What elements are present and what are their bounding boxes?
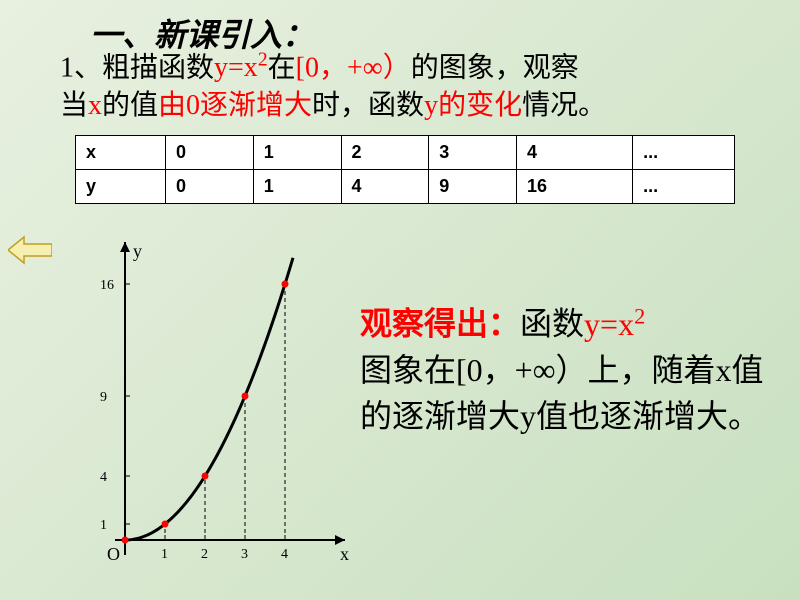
table-cell: 4 [341, 170, 429, 204]
intro-seg: 的值 [102, 90, 158, 121]
intro-text: 1、粗描函数y=x2在[0，+∞）的图象，观察 当x的值由0逐渐增大时，函数y的… [60, 48, 760, 125]
intro-change: 由0逐渐增大 [158, 90, 312, 121]
svg-text:9: 9 [100, 390, 107, 405]
table-cell: 2 [341, 136, 429, 170]
intro-fn: y=x2 [214, 52, 268, 83]
svg-text:16: 16 [100, 278, 114, 293]
fn-base: y=x [584, 306, 634, 342]
table-cell: 3 [429, 136, 517, 170]
svg-text:O: O [107, 544, 120, 564]
table-cell: 1 [253, 170, 341, 204]
table-cell: 16 [517, 170, 633, 204]
svg-text:1: 1 [161, 547, 168, 562]
table-cell: 9 [429, 170, 517, 204]
svg-text:2: 2 [201, 547, 208, 562]
obs-seg: 函数 [520, 306, 584, 342]
svg-text:1: 1 [100, 518, 107, 533]
svg-text:4: 4 [100, 470, 107, 485]
table-row: y 0 1 4 9 16 ... [76, 170, 735, 204]
fn-sup: 2 [634, 303, 645, 328]
obs-seg: 图象在[0，+∞）上，随着x值的逐渐增大y值也逐渐增大。 [360, 352, 764, 434]
fn-base: y=x [214, 52, 258, 83]
table-row: x 0 1 2 3 4 ... [76, 136, 735, 170]
fn-sup: 2 [258, 50, 268, 71]
intro-seg: 时，函数 [312, 90, 424, 121]
table-cell: 1 [253, 136, 341, 170]
observation-label: 观察得出： [360, 306, 520, 342]
intro-seg: 在 [268, 52, 296, 83]
svg-text:4: 4 [281, 547, 288, 562]
back-arrow-icon[interactable] [8, 235, 52, 265]
data-table: x 0 1 2 3 4 ... y 0 1 4 9 16 ... [75, 135, 735, 204]
table-cell: y [76, 170, 166, 204]
table-cell: ... [633, 136, 735, 170]
function-chart: xyO123414916 [75, 220, 375, 580]
table-cell: 4 [517, 136, 633, 170]
intro-seg: 的图象，观察 [411, 52, 579, 83]
table-cell: 0 [166, 136, 254, 170]
intro-seg: 1、粗描函数 [60, 52, 214, 83]
intro-x: x [88, 90, 102, 121]
table-cell: x [76, 136, 166, 170]
table-cell: 0 [166, 170, 254, 204]
svg-text:y: y [133, 241, 142, 261]
intro-y: y的变化 [424, 90, 522, 121]
obs-fn: y=x2 [584, 306, 645, 342]
svg-text:3: 3 [241, 547, 248, 562]
svg-text:x: x [340, 544, 349, 564]
intro-seg: 情况。 [522, 90, 606, 121]
intro-interval: [0，+∞） [296, 52, 411, 83]
table-cell: ... [633, 170, 735, 204]
intro-seg: 当 [60, 90, 88, 121]
observation-text: 观察得出：函数y=x2 图象在[0，+∞）上，随着x值的逐渐增大y值也逐渐增大。 [360, 300, 780, 440]
